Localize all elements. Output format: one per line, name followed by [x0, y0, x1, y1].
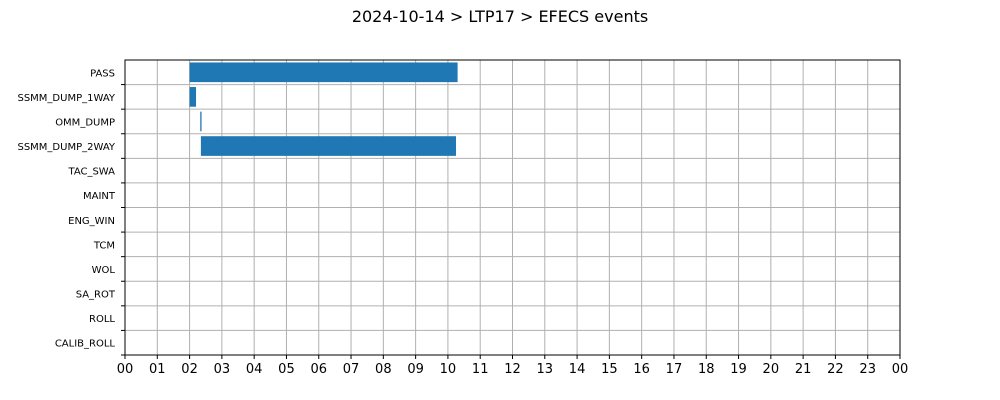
- x-tick-label: 13: [537, 362, 554, 377]
- x-tick-label: 02: [181, 362, 198, 377]
- y-tick-label: ROLL: [89, 314, 115, 325]
- y-tick-label: SA_ROT: [76, 290, 116, 301]
- x-tick-label: 01: [149, 362, 166, 377]
- x-tick-label: 00: [892, 362, 909, 377]
- x-tick-label: 19: [730, 362, 747, 377]
- event-bar: [200, 111, 202, 132]
- x-tick-label: 09: [407, 362, 424, 377]
- x-tick-label: 04: [246, 362, 263, 377]
- x-tick-label: 10: [440, 362, 457, 377]
- event-bar: [189, 62, 458, 83]
- x-tick-label: 15: [601, 362, 618, 377]
- x-tick-label: 12: [504, 362, 521, 377]
- x-tick-label: 07: [343, 362, 360, 377]
- y-tick-label: OMM_DUMP: [55, 117, 115, 128]
- x-tick-label: 06: [310, 362, 327, 377]
- x-tick-label: 21: [795, 362, 812, 377]
- y-tick-label: MAINT: [83, 191, 116, 202]
- y-tick-label: TAC_SWA: [67, 167, 115, 178]
- y-tick-label: CALIB_ROLL: [55, 339, 116, 350]
- grid-layer: [124, 60, 901, 355]
- x-tick-label: 23: [859, 362, 876, 377]
- x-tick-label: 16: [633, 362, 650, 377]
- bar-layer: [189, 62, 458, 156]
- y-tick-label: PASS: [90, 68, 115, 79]
- x-tick-label: 14: [569, 362, 586, 377]
- x-tick-label: 22: [827, 362, 844, 377]
- chart-title: 2024-10-14 > LTP17 > EFECS events: [352, 7, 648, 26]
- event-bar: [200, 136, 456, 156]
- event-bar: [189, 87, 197, 107]
- y-axis-ticks: PASS SSMM_DUMP_1WAY OMM_DUMP SSMM_DUMP_2WAY…: [17, 68, 125, 356]
- x-tick-label: 20: [763, 362, 780, 377]
- x-tick-label: 17: [666, 362, 683, 377]
- x-tick-label: 05: [278, 362, 295, 377]
- y-tick-label: TCM: [93, 240, 115, 251]
- y-tick-label: WOL: [92, 265, 116, 276]
- y-tick-label: SSMM_DUMP_2WAY: [17, 142, 115, 153]
- y-tick-label: ENG_WIN: [68, 216, 115, 227]
- x-tick-label: 03: [214, 362, 231, 377]
- x-tick-label: 18: [698, 362, 715, 377]
- x-tick-label: 08: [375, 362, 392, 377]
- y-tick-label: SSMM_DUMP_1WAY: [17, 93, 115, 104]
- x-tick-label: 00: [117, 362, 134, 377]
- x-tick-label: 11: [472, 362, 489, 377]
- x-axis-ticks: 00 01 02 03 04 05 06 07 08 09 10 11 12 13 14 15 16 17 18 19…: [117, 355, 909, 377]
